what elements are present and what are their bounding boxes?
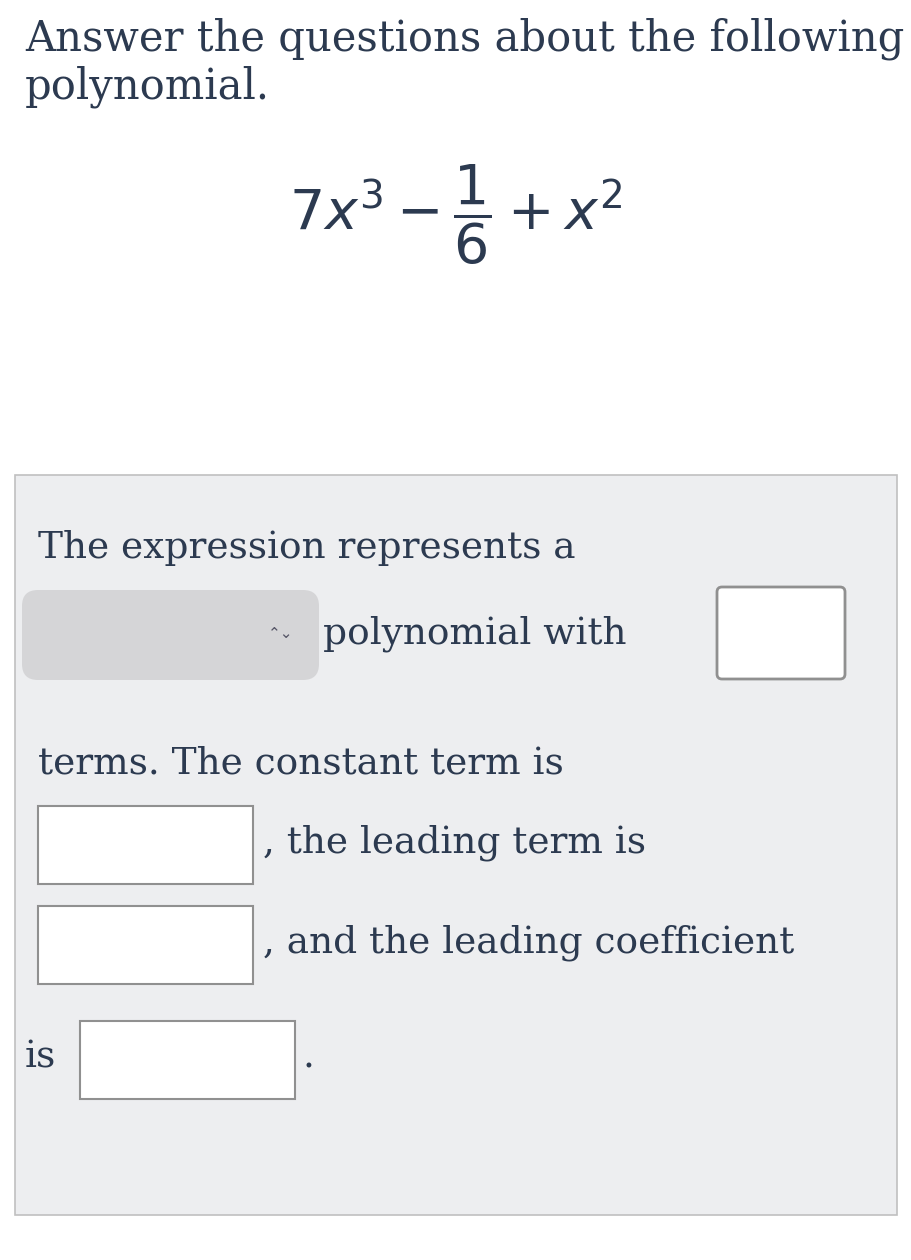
FancyBboxPatch shape [22,590,319,680]
Text: ⌃⌄: ⌃⌄ [268,626,293,641]
FancyBboxPatch shape [80,1021,294,1099]
Text: The expression represents a: The expression represents a [38,530,575,566]
Text: , and the leading coefficient: , and the leading coefficient [262,925,793,961]
Text: Answer the questions about the following: Answer the questions about the following [25,18,904,60]
Text: $7x^3 - \dfrac{1}{6} + x^2$: $7x^3 - \dfrac{1}{6} + x^2$ [289,163,622,267]
FancyBboxPatch shape [716,587,844,679]
Text: .: . [302,1040,314,1076]
Text: terms. The constant term is: terms. The constant term is [38,745,563,781]
Text: is: is [25,1040,56,1076]
Text: , the leading term is: , the leading term is [262,825,645,862]
FancyBboxPatch shape [38,806,252,885]
Text: polynomial with: polynomial with [322,616,626,653]
Text: polynomial.: polynomial. [25,66,270,107]
FancyBboxPatch shape [15,475,896,1215]
FancyBboxPatch shape [38,906,252,984]
